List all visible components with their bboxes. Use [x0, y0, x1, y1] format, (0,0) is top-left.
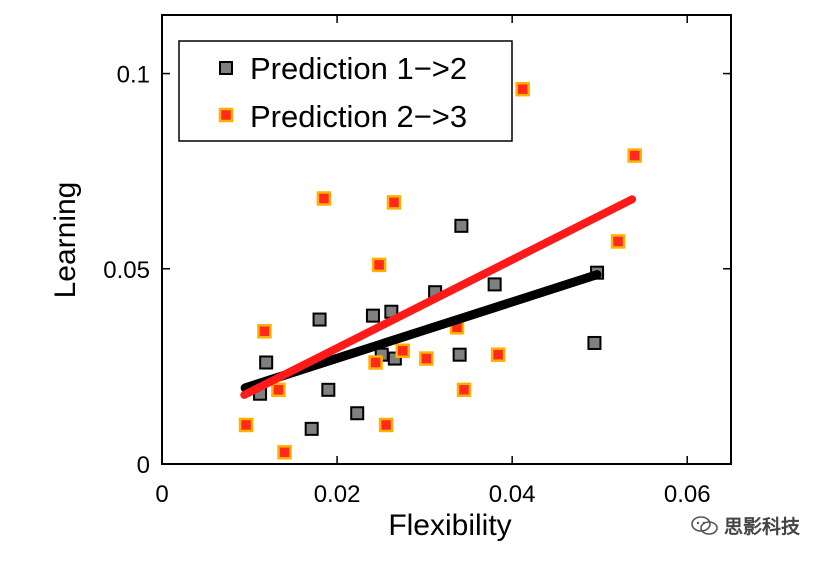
x-tick-label: 0 [155, 481, 168, 508]
data-point-series-1 [587, 335, 602, 350]
data-point-series-2 [238, 417, 254, 433]
data-point-series-2 [490, 347, 506, 362]
data-point-series-2 [371, 257, 387, 273]
watermark: 思影科技 [690, 512, 800, 539]
data-point-series-1 [312, 312, 327, 327]
data-point-series-1 [259, 355, 274, 370]
x-tick-label: 0.04 [489, 481, 536, 508]
legend: Prediction 1−>2 Prediction 2−>3 [178, 40, 513, 142]
data-point-series-2 [378, 417, 394, 433]
fit-lines [240, 195, 637, 399]
data-point-series-1 [487, 277, 502, 292]
data-points [238, 81, 642, 460]
data-point-series-2 [316, 191, 332, 206]
data-point-series-1 [452, 347, 467, 362]
y-tick-label: 0.1 [117, 62, 150, 89]
y-axis-label: Learning [49, 182, 82, 299]
legend-label-series-2: Prediction 2−>3 [250, 99, 467, 134]
legend-marker-series-1 [219, 61, 233, 75]
y-tick-label: 0 [137, 452, 150, 479]
data-point-series-2 [368, 355, 383, 370]
x-axis-label: Flexibility [388, 509, 511, 542]
data-point-series-2 [610, 234, 626, 249]
data-point-series-2 [395, 343, 410, 359]
data-point-series-2 [419, 351, 434, 366]
x-tick-label: 0.02 [314, 481, 361, 508]
axis-ticks: 0 0.02 0.04 0.06 0 0.05 0.1 [103, 15, 731, 508]
data-point-series-1 [454, 218, 469, 233]
data-point-series-2 [456, 382, 472, 398]
legend-marker-series-2 [218, 107, 234, 123]
data-point-series-2 [515, 81, 530, 97]
data-point-series-1 [365, 308, 380, 323]
data-point-series-1 [304, 421, 319, 436]
watermark-text: 思影科技 [724, 516, 801, 538]
data-point-series-1 [321, 382, 336, 397]
data-point-series-2 [627, 148, 642, 163]
data-point-series-2 [386, 195, 402, 210]
fit-line-series-2 [240, 195, 637, 399]
y-tick-label: 0.05 [103, 257, 150, 284]
legend-box [178, 40, 513, 142]
data-point-series-1 [350, 406, 365, 421]
wechat-icon [691, 515, 718, 535]
data-point-series-2 [257, 324, 272, 339]
x-tick-label: 0.06 [664, 481, 711, 508]
data-point-series-2 [277, 445, 292, 460]
data-point-series-2 [271, 382, 286, 398]
legend-label-series-1: Prediction 1−>2 [250, 51, 467, 86]
